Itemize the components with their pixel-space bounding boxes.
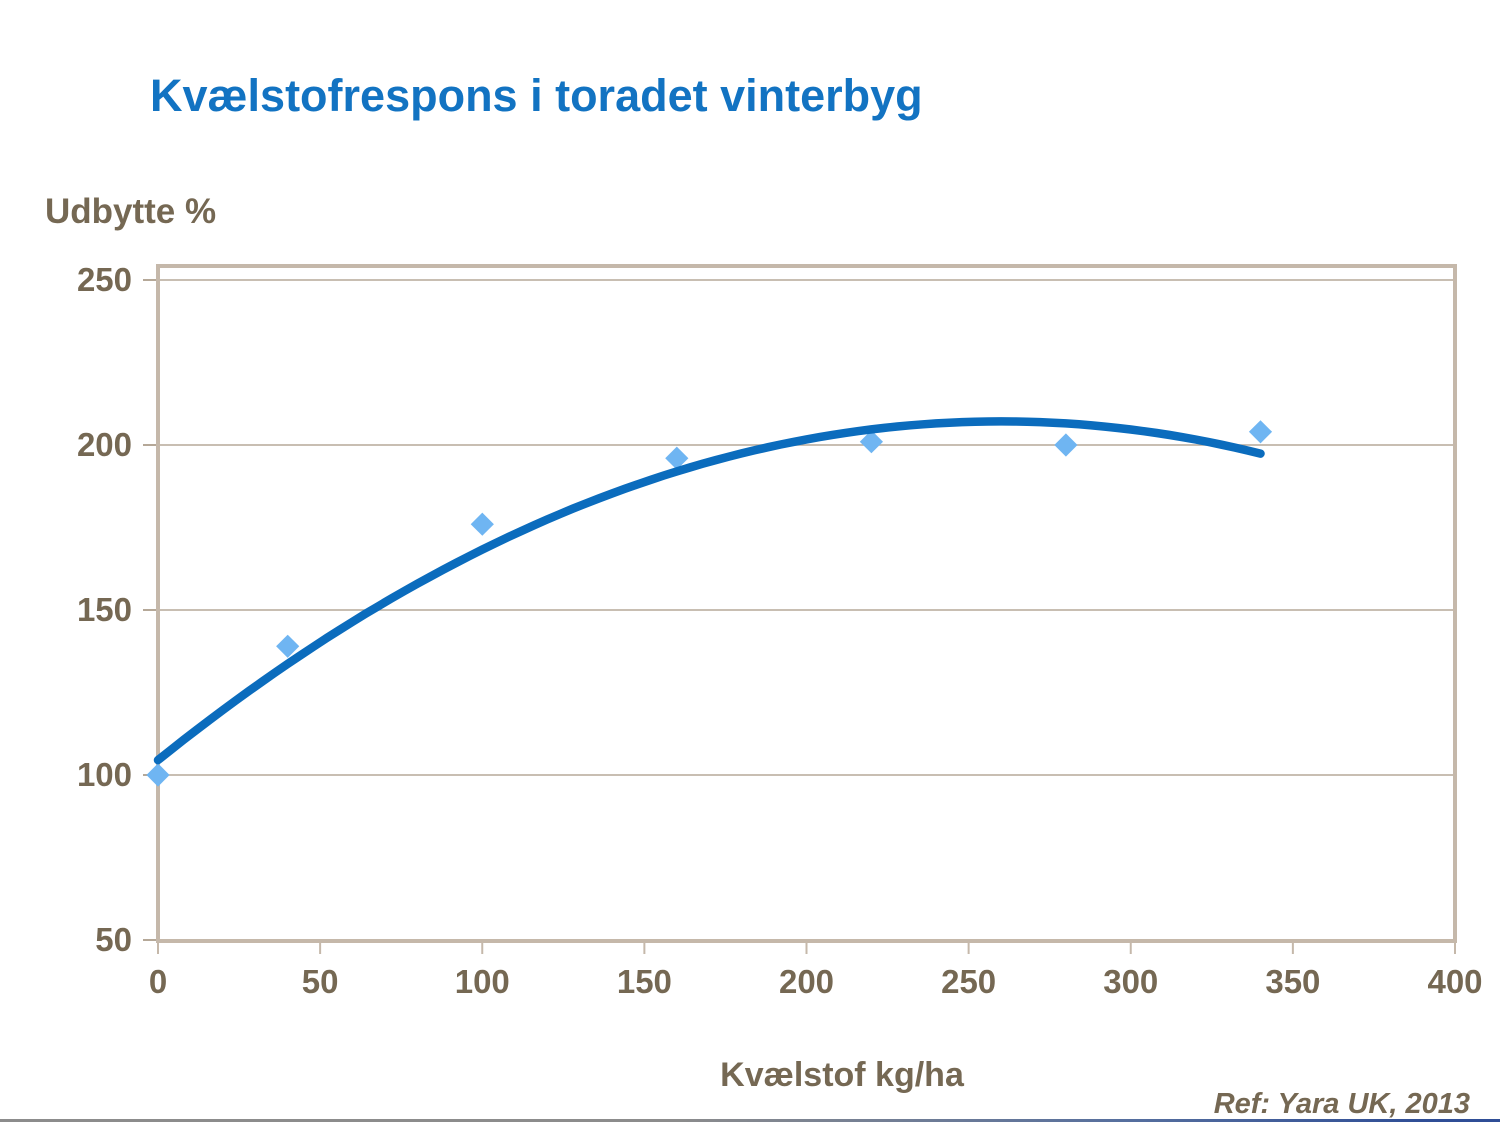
plot-border <box>156 264 1457 943</box>
x-tick-label: 100 <box>455 963 510 1000</box>
data-point <box>1054 433 1078 457</box>
data-point <box>146 763 170 787</box>
x-tick-label: 200 <box>779 963 834 1000</box>
x-axis-title: Kvælstof kg/ha <box>720 1056 964 1094</box>
y-tick-label: 200 <box>77 426 132 463</box>
footer-divider <box>0 1119 1500 1122</box>
y-tick-label: 50 <box>95 921 132 958</box>
reference-note: Ref: Yara UK, 2013 <box>1213 1088 1470 1120</box>
y-tick-label: 150 <box>77 591 132 628</box>
x-tick-label: 0 <box>149 963 167 1000</box>
y-axis-title: Udbytte % <box>45 192 217 231</box>
x-tick-label: 400 <box>1427 963 1482 1000</box>
x-tick-label: 50 <box>302 963 339 1000</box>
trend-curve <box>153 417 1265 765</box>
data-point <box>1248 420 1273 444</box>
x-tick-label: 300 <box>1103 963 1158 1000</box>
chart-title: Kvælstofrespons i toradet vinterbyg <box>150 70 923 121</box>
x-tick-label: 350 <box>1265 963 1320 1000</box>
y-tick-label: 100 <box>77 756 132 793</box>
x-tick-label: 150 <box>617 963 672 1000</box>
data-point <box>470 512 494 536</box>
y-tick-label: 250 <box>77 261 132 298</box>
x-tick-label: 250 <box>941 963 996 1000</box>
